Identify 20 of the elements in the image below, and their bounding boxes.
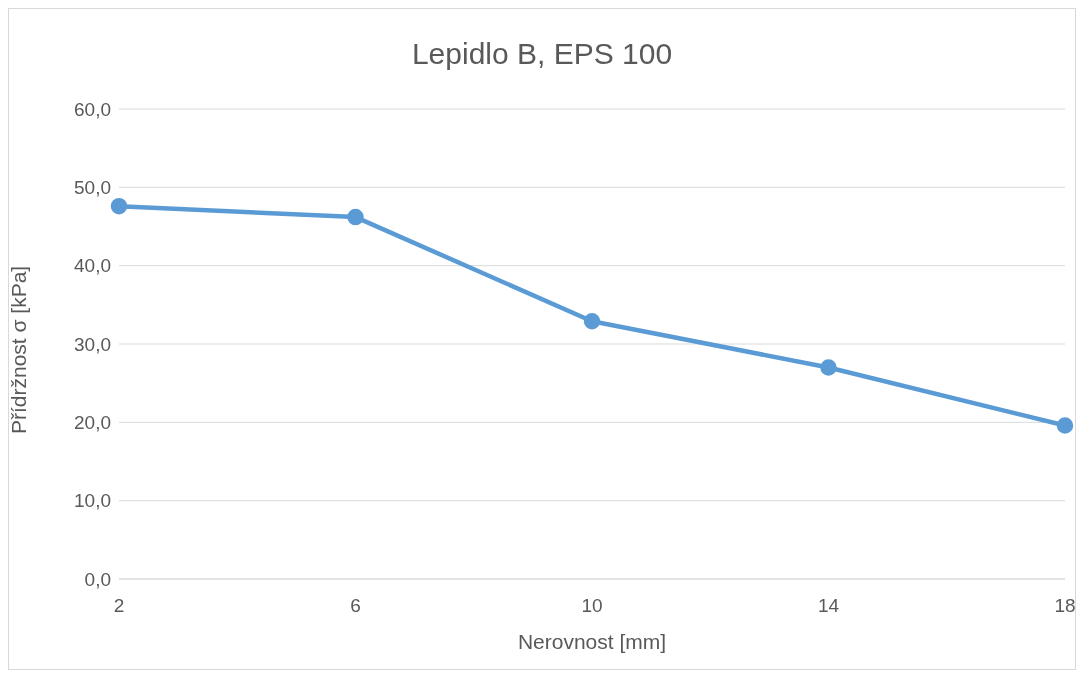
point [347, 208, 364, 226]
y-tick-label: 10,0 [74, 490, 111, 512]
point [110, 197, 128, 215]
point [1056, 417, 1074, 434]
chart-title: Lepidlo B, EPS 100 [410, 37, 674, 71]
x-tick-label: 2 [113, 595, 125, 617]
y-axis-title: Přídržnost σ [kPa] [7, 265, 31, 434]
y-tick-label: 50,0 [74, 177, 111, 199]
point [820, 359, 837, 376]
x-axis-title: Nerovnost [mm] [517, 630, 667, 653]
point [583, 313, 601, 330]
y-tick-label: 30,0 [74, 333, 111, 355]
y-tick-label: 20,0 [74, 412, 111, 434]
y-tick-label: 0,0 [84, 568, 111, 590]
x-tick-label: 14 [817, 595, 840, 617]
y-tick-label: 60,0 [74, 98, 111, 120]
y-tick-label: 40,0 [74, 255, 111, 277]
x-tick-label: 10 [581, 595, 603, 617]
x-tick-label: 18 [1054, 595, 1076, 617]
x-tick-label: 6 [350, 595, 361, 617]
